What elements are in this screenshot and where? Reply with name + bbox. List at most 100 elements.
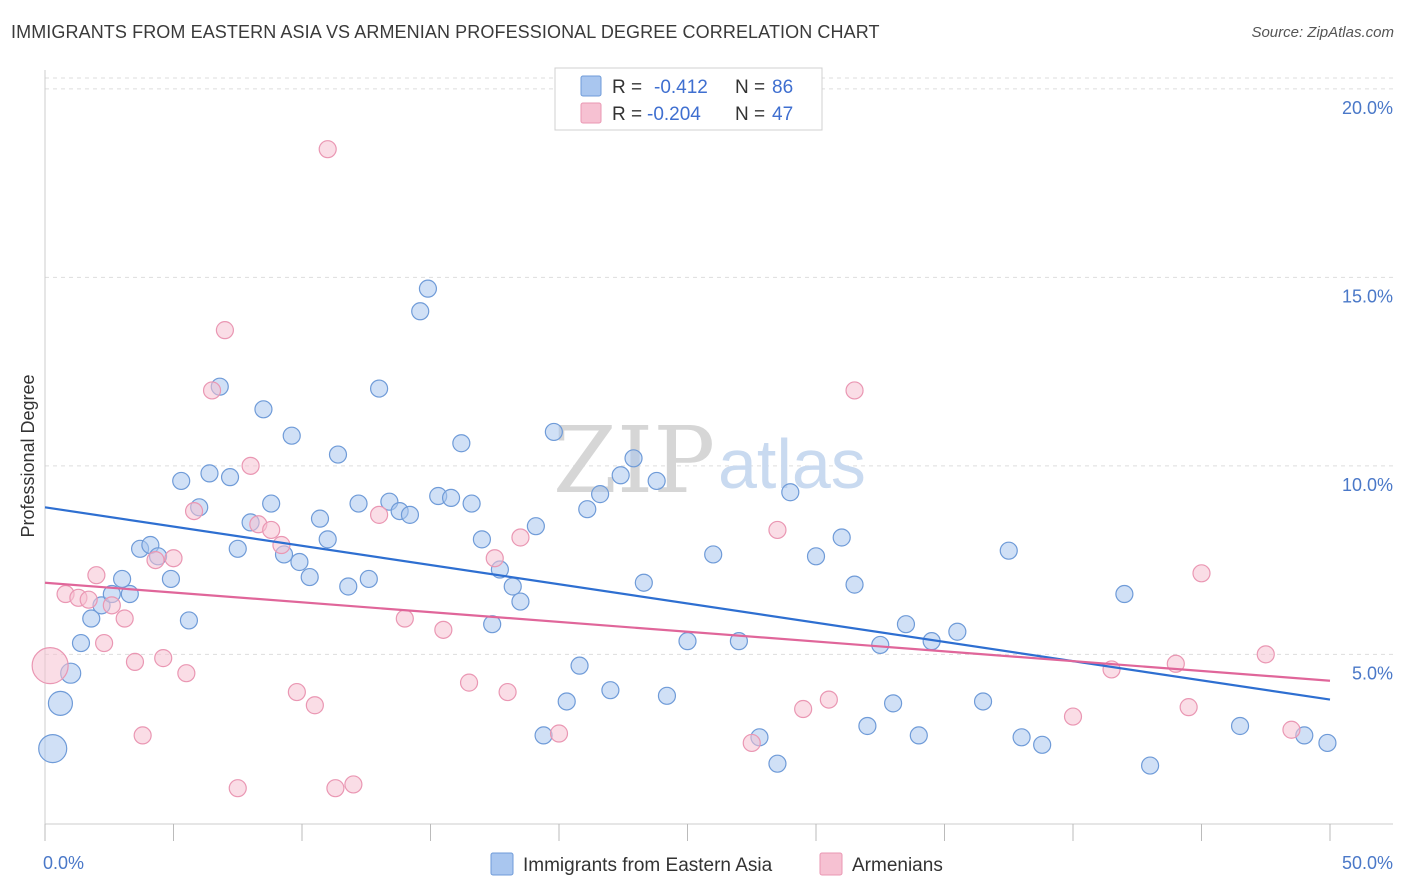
armenians-point (79, 590, 98, 609)
y-tick-label: 20.0% (1342, 98, 1393, 118)
eastern-asia-point (678, 632, 697, 651)
armenians-point (241, 456, 260, 475)
eastern-asia-point (370, 379, 389, 398)
eastern-asia-point (657, 686, 677, 705)
eastern-asia-point (896, 615, 916, 634)
eastern-asia-point (883, 694, 903, 713)
eastern-asia-trend-line (44, 506, 1331, 701)
eastern-asia-point (1033, 735, 1052, 754)
legend-swatch-pink (580, 102, 602, 124)
eastern-asia-point (452, 434, 471, 453)
armenians-point (819, 690, 838, 709)
chart-title: IMMIGRANTS FROM EASTERN ASIA VS ARMENIAN… (11, 22, 880, 42)
legend-n-label: N = (735, 77, 765, 98)
eastern-asia-point (472, 530, 491, 549)
armenians-point (1192, 564, 1211, 583)
eastern-asia-point (441, 488, 461, 507)
eastern-asia-point (328, 445, 348, 464)
armenians-point (95, 633, 114, 653)
eastern-asia-point (601, 681, 620, 700)
eastern-asia-point (179, 611, 199, 630)
armenians-point (272, 535, 291, 555)
eastern-asia-point (1140, 756, 1160, 775)
eastern-asia-point (1318, 733, 1337, 753)
eastern-asia-point (647, 471, 666, 491)
armenians-point (845, 381, 864, 400)
eastern-asia-point (318, 530, 337, 549)
armenians-point (549, 724, 569, 743)
eastern-asia-point (768, 754, 787, 773)
trend-lines (44, 506, 1331, 701)
legend-r-value: -0.412 (654, 77, 708, 98)
armenians-point (228, 779, 247, 798)
legend-swatch-blue (580, 75, 602, 97)
armenians-point (1179, 698, 1198, 717)
legend-n-value: 47 (772, 104, 793, 125)
eastern-asia-point (82, 609, 101, 628)
armenians-point (31, 647, 69, 685)
eastern-asia-point (806, 547, 826, 566)
axes (44, 70, 1393, 841)
eastern-asia-point (832, 528, 851, 547)
eastern-asia-point (634, 573, 653, 592)
eastern-asia-point (973, 692, 993, 711)
eastern-asia-point (339, 577, 358, 596)
correlation-legend: R = -0.412 N = 86 R = -0.204 N = 47 (554, 67, 823, 131)
armenians-point (133, 726, 152, 745)
eastern-asia-point (38, 733, 68, 764)
eastern-asia-point (254, 400, 273, 419)
armenians-point (794, 699, 813, 719)
armenians-point (154, 649, 173, 668)
eastern-asia-point (300, 567, 319, 587)
armenians-point (318, 140, 337, 159)
legend-n-value: 86 (772, 77, 793, 98)
eastern-asia-point (858, 716, 877, 736)
armenians-point (344, 775, 363, 794)
armenians-trend-line (44, 581, 1331, 682)
legend-r-label: R = (612, 77, 642, 98)
eastern-asia-point (704, 545, 723, 564)
eastern-asia-point (262, 494, 281, 513)
armenians-point (305, 696, 324, 715)
legend-n-label: N = (735, 104, 765, 125)
eastern-asia-point (578, 500, 597, 519)
eastern-asia-point (511, 592, 530, 611)
eastern-asia-point (1012, 728, 1031, 747)
eastern-asia-point (1230, 716, 1250, 736)
armenians-point (434, 620, 453, 639)
eastern-asia-point (624, 449, 643, 468)
y-tick-label: 10.0% (1342, 475, 1393, 495)
armenians-point (287, 682, 306, 702)
eastern-asia-point (909, 726, 928, 745)
armenians-point (146, 550, 165, 570)
grid-lines (45, 77, 1393, 655)
armenians-point (511, 528, 530, 547)
armenians-point (1063, 707, 1083, 726)
armenians-point (87, 566, 106, 585)
armenians-point (768, 520, 787, 540)
y-tick-label: 5.0% (1352, 663, 1393, 683)
armenians-point (262, 520, 281, 540)
x-tick-labels: 0.0% 50.0% (43, 853, 1393, 873)
x-tick-label: 50.0% (1342, 853, 1393, 873)
eastern-asia-point (526, 517, 545, 536)
legend-swatch-eastern-asia (490, 852, 514, 876)
chart-source: Source: ZipAtlas.com (1251, 24, 1394, 41)
legend-r-value: -0.204 (647, 104, 701, 125)
eastern-asia-point (483, 615, 502, 634)
eastern-asia-point (400, 505, 420, 524)
armenians-point (485, 549, 504, 568)
armenians-point (1282, 720, 1301, 739)
armenians-point (742, 733, 761, 753)
eastern-asia-point (47, 690, 74, 716)
eastern-asia-point (503, 577, 522, 596)
armenians-point (102, 596, 121, 615)
armenians-point (184, 501, 204, 521)
y-tick-label: 15.0% (1342, 286, 1393, 306)
legend-label-eastern-asia: Immigrants from Eastern Asia (523, 855, 773, 876)
eastern-asia-point (71, 633, 91, 653)
eastern-asia-point (228, 539, 247, 558)
eastern-asia-point (544, 422, 563, 442)
eastern-asia-point (781, 483, 800, 502)
eastern-asia-point (462, 494, 481, 513)
